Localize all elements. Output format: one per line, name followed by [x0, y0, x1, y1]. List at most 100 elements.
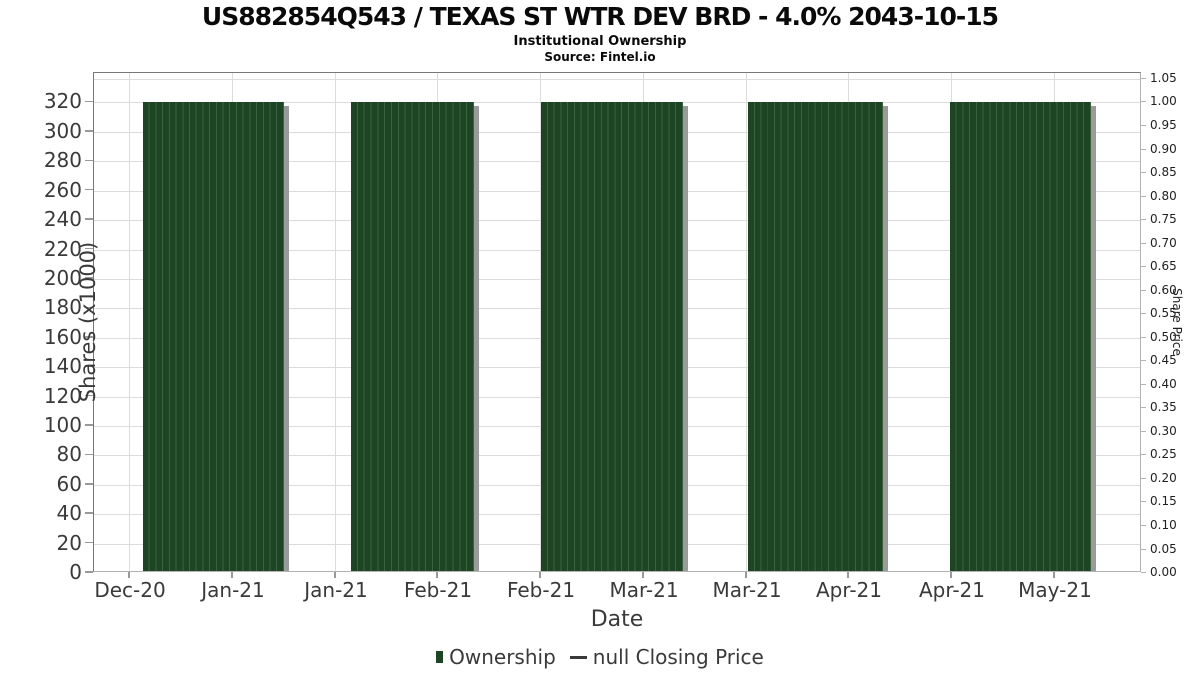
y-right-tick-label: 0.65: [1150, 259, 1177, 274]
x-axis-title: Date: [590, 607, 644, 632]
x-tick: [950, 572, 952, 578]
v-gridline: [335, 73, 336, 571]
y-right-tick: [1141, 195, 1146, 197]
x-tick-label: Apr-21: [816, 578, 882, 602]
x-tick-label: Jan-21: [304, 578, 368, 602]
h-gridline-top: [94, 78, 1140, 80]
y-right-tick: [1141, 242, 1146, 244]
y-right-tick: [1141, 266, 1146, 268]
y-left-tick: [85, 394, 93, 397]
y-left-tick-label: 160: [43, 324, 82, 349]
y-right-tick-label: 0.45: [1150, 353, 1177, 368]
x-tick-label: Apr-21: [919, 578, 985, 602]
y-right-tick: [1141, 477, 1146, 479]
v-gridline: [746, 73, 747, 571]
x-tick: [745, 572, 747, 578]
y-left-tick: [85, 130, 93, 132]
y-right-tick-label: 0.80: [1150, 188, 1177, 203]
y-right-tick-label: 0.05: [1150, 541, 1177, 556]
y-right-tick-label: 0.75: [1150, 212, 1177, 227]
y-right-tick: [1141, 454, 1146, 456]
y-right-tick: [1141, 219, 1146, 221]
ownership-bar-group-dec-20[interactable]: [143, 102, 284, 571]
y-right-tick: [1141, 101, 1146, 103]
y-left-tick-label: 280: [43, 148, 82, 173]
y-right-tick: [1141, 77, 1146, 79]
y-left-tick: [85, 541, 93, 544]
x-tick: [847, 572, 849, 578]
y-right-tick: [1141, 289, 1146, 291]
x-tick-label: Feb-21: [403, 578, 473, 602]
y-left-tick-label: 80: [56, 442, 82, 467]
y-right-tick: [1141, 501, 1146, 503]
v-gridline: [129, 73, 130, 571]
y-left-tick: [85, 277, 93, 279]
y-right-tick: [1141, 313, 1146, 315]
x-tick-label: Jan-21: [201, 578, 265, 602]
ownership-swatch-icon: [436, 651, 444, 663]
y-right-tick-label: 0.55: [1150, 306, 1177, 321]
y-right-tick-label: 0.40: [1150, 376, 1177, 391]
y-right-tick-label: 0.20: [1150, 470, 1177, 485]
y-left-tick: [85, 424, 93, 426]
x-tick-label: May-21: [1018, 578, 1092, 602]
y-right-tick: [1141, 383, 1146, 385]
x-tick-label: Dec-20: [94, 578, 166, 602]
x-tick: [436, 572, 438, 578]
x-tick: [128, 572, 130, 578]
y-right-tick: [1141, 336, 1146, 338]
plot-area: [93, 72, 1141, 572]
y-left-tick-label: 180: [43, 295, 82, 320]
x-tick-label: Mar-21: [609, 578, 679, 602]
legend-item-ownership[interactable]: Ownership: [436, 645, 556, 669]
y-right-tick-label: 0.60: [1150, 282, 1177, 297]
y-right-tick: [1141, 430, 1146, 432]
x-tick: [1053, 572, 1055, 578]
y-left-tick-label: 20: [56, 530, 82, 555]
y-right-tick-label: 1.00: [1150, 94, 1177, 109]
y-left-tick-label: 60: [56, 471, 82, 496]
y-left-tick: [85, 100, 93, 103]
y-right-tick-label: 0.95: [1150, 117, 1177, 132]
y-right-tick-label: 1.05: [1150, 70, 1177, 85]
y-right-tick: [1141, 524, 1146, 526]
legend: Ownership null Closing Price: [0, 645, 1200, 669]
x-tick: [642, 572, 644, 578]
y-left-tick: [85, 365, 93, 367]
x-tick: [231, 572, 233, 578]
chart-subtitle: Institutional Ownership: [513, 34, 687, 49]
y-axis-title-right: Share Price: [1170, 288, 1184, 356]
y-right-tick: [1141, 124, 1146, 126]
y-right-tick-label: 0.85: [1150, 165, 1177, 179]
legend-ownership-label: Ownership: [449, 645, 556, 669]
y-left-tick-label: 320: [43, 89, 82, 114]
y-axis-title-left: Shares (x1000): [76, 241, 101, 403]
y-right-tick: [1141, 572, 1146, 573]
y-left-tick-label: 140: [43, 354, 82, 379]
y-right-tick-label: 0.25: [1150, 447, 1177, 462]
y-right-tick-label: 0.30: [1150, 423, 1177, 438]
legend-price-label: null Closing Price: [592, 645, 764, 669]
x-tick: [334, 572, 336, 578]
ownership-bar-group-apr-21[interactable]: [950, 102, 1091, 571]
chart-source: Source: Fintel.io: [544, 50, 656, 64]
y-right-tick: [1141, 360, 1146, 362]
y-right-tick: [1141, 172, 1146, 173]
y-left-tick-label: 260: [43, 177, 82, 202]
y-right-tick: [1141, 148, 1146, 150]
y-right-tick-label: 0.15: [1150, 494, 1177, 509]
y-left-tick-label: 100: [43, 412, 82, 437]
y-left-tick: [85, 159, 93, 161]
chart-title: US882854Q543 / TEXAS ST WTR DEV BRD - 4.…: [201, 2, 999, 31]
y-left-tick: [85, 336, 93, 338]
legend-item-closing-price[interactable]: null Closing Price: [569, 645, 764, 669]
y-left-tick: [85, 453, 93, 456]
y-left-tick-label: 240: [43, 207, 82, 232]
ownership-bar-group-feb-21[interactable]: [541, 102, 683, 571]
ownership-bar-group-jan-21[interactable]: [351, 102, 474, 571]
y-left-tick: [85, 571, 93, 573]
ownership-bar-group-mar-21[interactable]: [748, 102, 883, 571]
v-gridline: [540, 73, 541, 571]
y-right-tick-label: 0.00: [1150, 565, 1177, 579]
y-left-tick: [85, 188, 93, 191]
